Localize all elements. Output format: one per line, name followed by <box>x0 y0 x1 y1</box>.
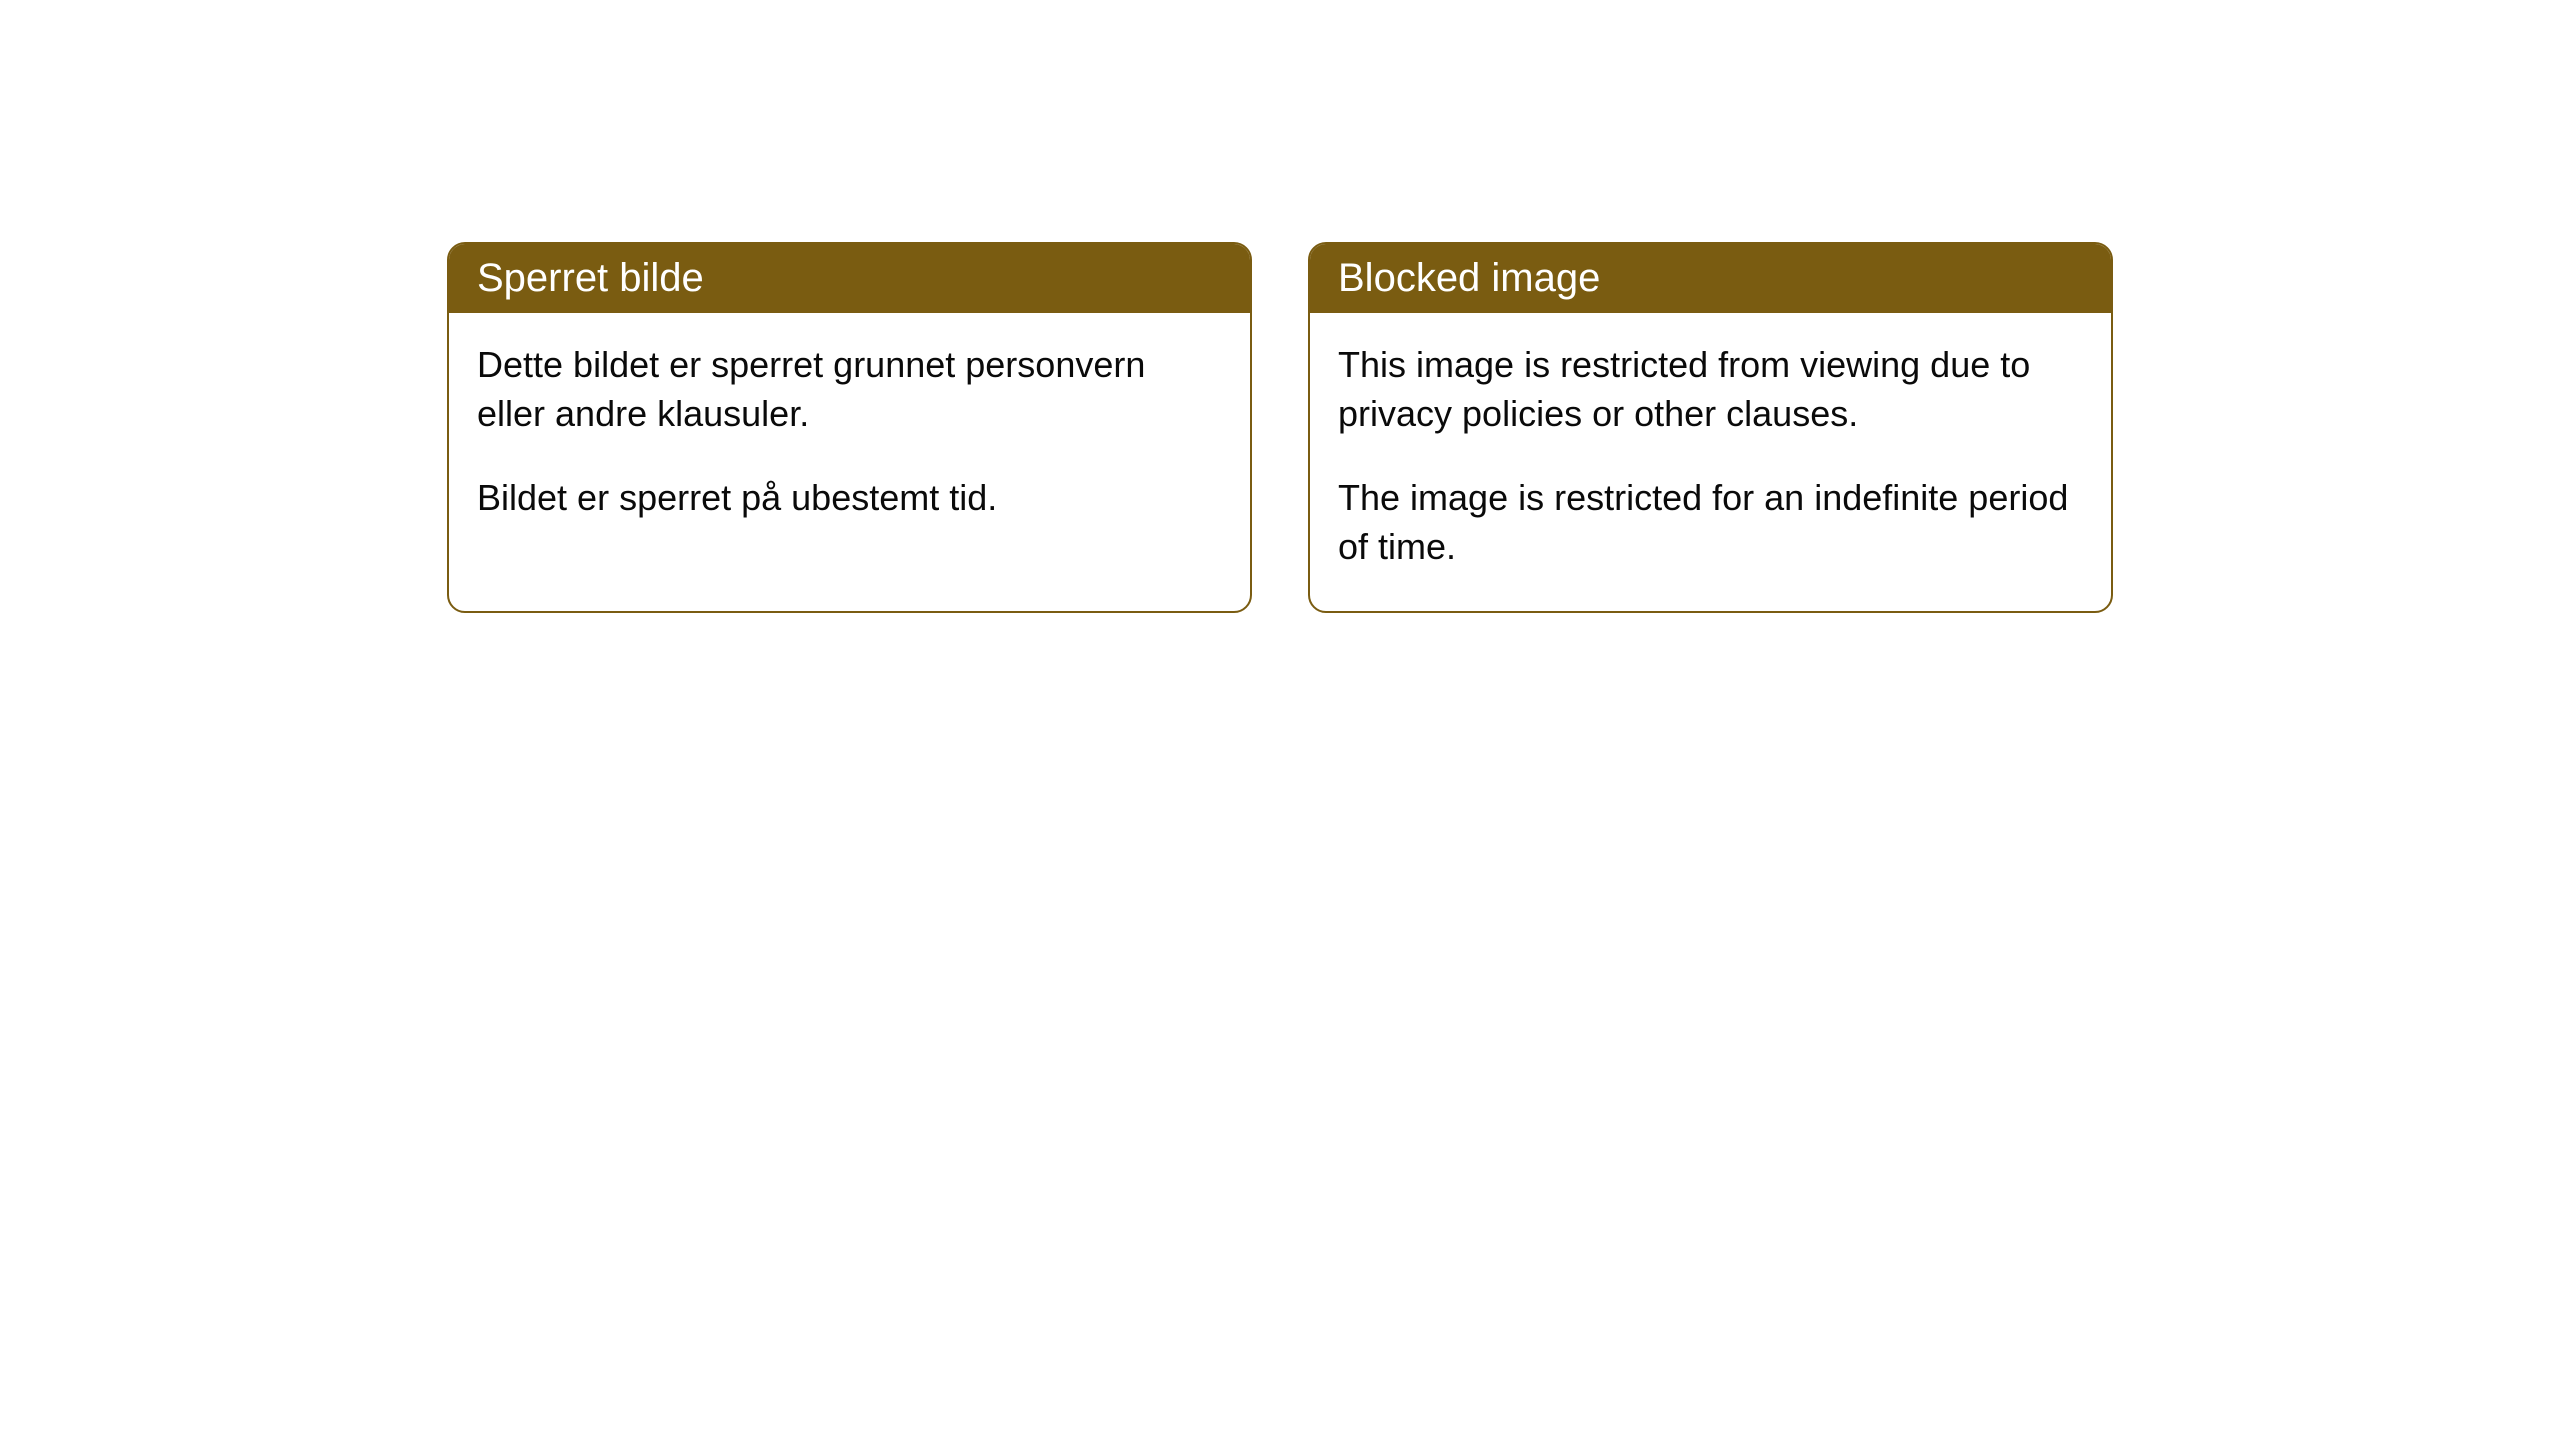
card-title: Sperret bilde <box>477 256 704 300</box>
card-paragraph: Dette bildet er sperret grunnet personve… <box>477 341 1222 438</box>
notice-card-norwegian: Sperret bilde Dette bildet er sperret gr… <box>447 242 1252 613</box>
card-header: Sperret bilde <box>449 244 1250 313</box>
card-title: Blocked image <box>1338 256 1600 300</box>
card-body: Dette bildet er sperret grunnet personve… <box>449 313 1250 563</box>
notice-card-english: Blocked image This image is restricted f… <box>1308 242 2113 613</box>
card-body: This image is restricted from viewing du… <box>1310 313 2111 611</box>
card-header: Blocked image <box>1310 244 2111 313</box>
notice-cards-container: Sperret bilde Dette bildet er sperret gr… <box>447 242 2113 613</box>
card-paragraph: Bildet er sperret på ubestemt tid. <box>477 474 1222 523</box>
card-paragraph: This image is restricted from viewing du… <box>1338 341 2083 438</box>
card-paragraph: The image is restricted for an indefinit… <box>1338 474 2083 571</box>
